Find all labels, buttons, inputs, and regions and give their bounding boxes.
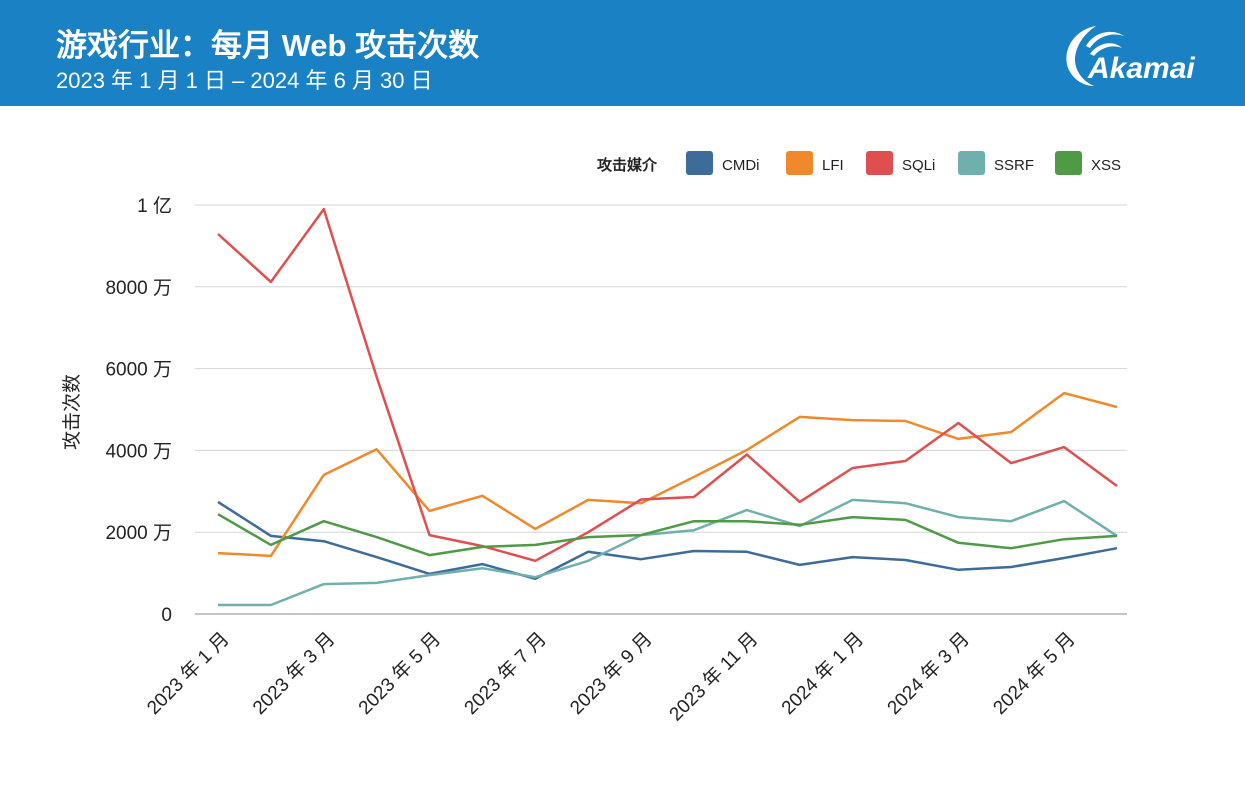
y-tick-label: 4000 万 — [105, 441, 172, 462]
y-tick-label: 2000 万 — [105, 523, 172, 544]
x-tick-label: 2023 年 5 月 — [354, 628, 445, 719]
legend-swatch-cmdi — [686, 151, 713, 175]
legend-title: 攻击媒介 — [597, 156, 658, 174]
x-tick-label: 2024 年 3 月 — [883, 628, 974, 719]
series-line-sqli — [217, 207, 1118, 563]
series-line-cmdi — [217, 500, 1118, 581]
legend-swatch-sqli — [866, 151, 893, 175]
legend-label-lfi: LFI — [822, 157, 844, 174]
legend-swatch-lfi — [786, 151, 813, 175]
chart-subtitle: 2023 年 1 月 1 日 – 2024 年 6 月 30 日 — [56, 68, 433, 93]
x-tick-label: 2023 年 9 月 — [566, 628, 657, 719]
legend-swatch-xss — [1055, 151, 1082, 175]
header: 游戏行业：每月 Web 攻击次数 2023 年 1 月 1 日 – 2024 年… — [0, 0, 1245, 106]
akamai-logo: Akamai — [1066, 26, 1195, 86]
legend-label-xss: XSS — [1091, 157, 1121, 174]
y-tick-label: 8000 万 — [105, 278, 172, 299]
x-tick-label: 2023 年 11 月 — [665, 628, 762, 725]
x-tick-label: 2024 年 1 月 — [777, 628, 868, 719]
svg-text:Akamai: Akamai — [1087, 52, 1195, 85]
y-tick-label: 0 — [161, 605, 172, 626]
series-line-ssrf — [218, 498, 1118, 607]
y-axis-label: 攻击次数 — [61, 374, 83, 450]
series-line-lfi — [217, 391, 1118, 558]
legend: 攻击媒介 CMDi LFI SQLi SSRF XSS — [597, 151, 1121, 175]
legend-label-cmdi: CMDi — [722, 157, 760, 174]
chart-title: 游戏行业：每月 Web 攻击次数 — [56, 28, 480, 63]
series-line-xss — [217, 513, 1118, 557]
x-tick-label: 2023 年 3 月 — [248, 628, 339, 719]
legend-swatch-ssrf — [958, 151, 985, 175]
y-tick-label: 6000 万 — [105, 360, 172, 381]
legend-label-sqli: SQLi — [902, 157, 935, 174]
y-tick-label: 1 亿 — [137, 195, 172, 217]
x-tick-label: 2023 年 1 月 — [143, 628, 234, 719]
x-tick-label: 2024 年 5 月 — [989, 628, 1080, 719]
legend-label-ssrf: SSRF — [994, 157, 1034, 174]
x-tick-label: 2023 年 7 月 — [460, 628, 551, 719]
